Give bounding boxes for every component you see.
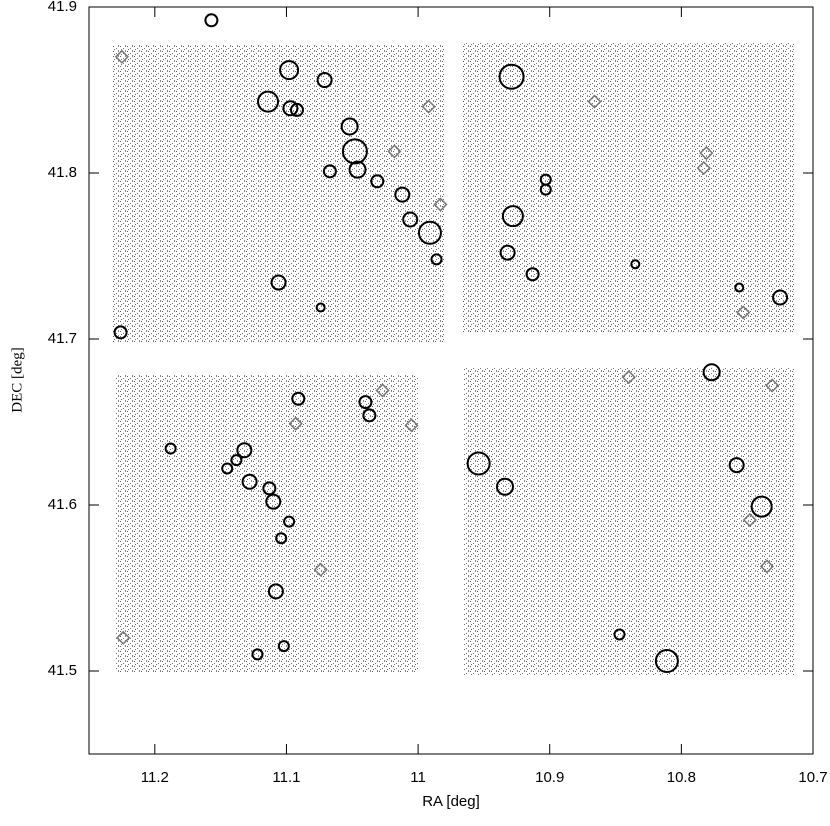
circle-marker <box>394 186 411 203</box>
circle-marker <box>495 477 514 496</box>
diamond-marker <box>114 49 129 64</box>
circle-marker <box>221 462 234 475</box>
circle-marker <box>341 138 368 165</box>
circle-marker <box>466 451 491 476</box>
diamond-marker <box>736 305 751 320</box>
diamond-marker <box>288 416 303 431</box>
circle-marker <box>251 648 264 661</box>
diamond-marker <box>387 144 402 159</box>
diamond-marker <box>621 370 636 385</box>
circle-marker <box>734 282 745 293</box>
x-tick-label: 11.2 <box>141 769 169 786</box>
circle-marker <box>430 253 443 266</box>
circle-marker <box>204 13 219 28</box>
y-tick-label: 41.8 <box>48 164 77 181</box>
circle-marker <box>279 60 300 81</box>
y-tick-label: 41.6 <box>48 496 77 513</box>
circle-marker <box>340 117 359 136</box>
circle-marker <box>270 274 287 291</box>
diamond-marker <box>404 418 419 433</box>
circle-marker <box>267 583 284 600</box>
circle-marker <box>315 302 326 313</box>
circle-marker <box>525 267 540 282</box>
circle-marker <box>283 515 296 528</box>
y-tick-label: 41.7 <box>48 330 77 347</box>
x-tick-label: 10.8 <box>667 769 696 786</box>
circle-marker <box>291 391 306 406</box>
x-tick-label: 10.9 <box>535 769 564 786</box>
circle-marker <box>277 640 290 653</box>
diamond-marker <box>375 383 390 398</box>
x-tick-label: 11 <box>410 769 426 786</box>
circle-marker <box>362 408 377 423</box>
circle-marker <box>613 628 626 641</box>
circle-marker <box>113 325 128 340</box>
circle-marker <box>370 174 385 189</box>
star-field-texture <box>113 43 795 675</box>
circle-marker <box>728 457 745 474</box>
x-tick-label: 10.7 <box>798 769 827 786</box>
circle-marker <box>402 211 419 228</box>
circle-marker <box>772 289 789 306</box>
circle-marker <box>282 100 299 117</box>
circle-marker <box>539 173 552 186</box>
diamond-marker <box>759 559 774 574</box>
y-axis-label: DEC [deg] <box>9 347 25 412</box>
diamond-marker <box>587 94 602 109</box>
x-tick-label: 11.1 <box>272 769 300 786</box>
circle-marker <box>499 244 516 261</box>
circle-marker <box>236 442 253 459</box>
circle-marker <box>498 63 525 90</box>
circle-marker <box>630 259 641 270</box>
y-tick-label: 41.9 <box>48 0 77 15</box>
diamond-marker <box>421 99 436 114</box>
circle-marker <box>265 493 282 510</box>
y-tick-label: 41.5 <box>48 662 77 679</box>
diamond-marker <box>433 197 448 212</box>
x-axis-label: RA [deg] <box>422 793 480 810</box>
plot-frame <box>88 6 814 755</box>
circle-marker <box>501 205 524 228</box>
circle-marker <box>348 160 367 179</box>
diamond-marker <box>313 562 328 577</box>
diamond-marker <box>742 512 757 528</box>
circle-marker <box>241 473 258 490</box>
circle-marker <box>417 220 442 245</box>
circle-marker <box>257 90 280 113</box>
circle-marker <box>322 164 337 179</box>
circle-marker <box>262 481 277 496</box>
circle-marker <box>289 102 304 117</box>
circle-marker <box>275 532 288 545</box>
diamond-marker <box>696 160 711 176</box>
circle-marker <box>164 442 177 455</box>
circle-marker <box>750 495 773 518</box>
diamond-marker <box>765 378 780 393</box>
circle-marker <box>230 454 243 467</box>
circle-marker <box>702 363 721 382</box>
circle-marker <box>654 649 679 674</box>
circle-marker <box>358 395 373 410</box>
circle-marker <box>316 72 333 89</box>
diamond-marker <box>116 630 131 645</box>
diamond-marker <box>699 146 714 161</box>
